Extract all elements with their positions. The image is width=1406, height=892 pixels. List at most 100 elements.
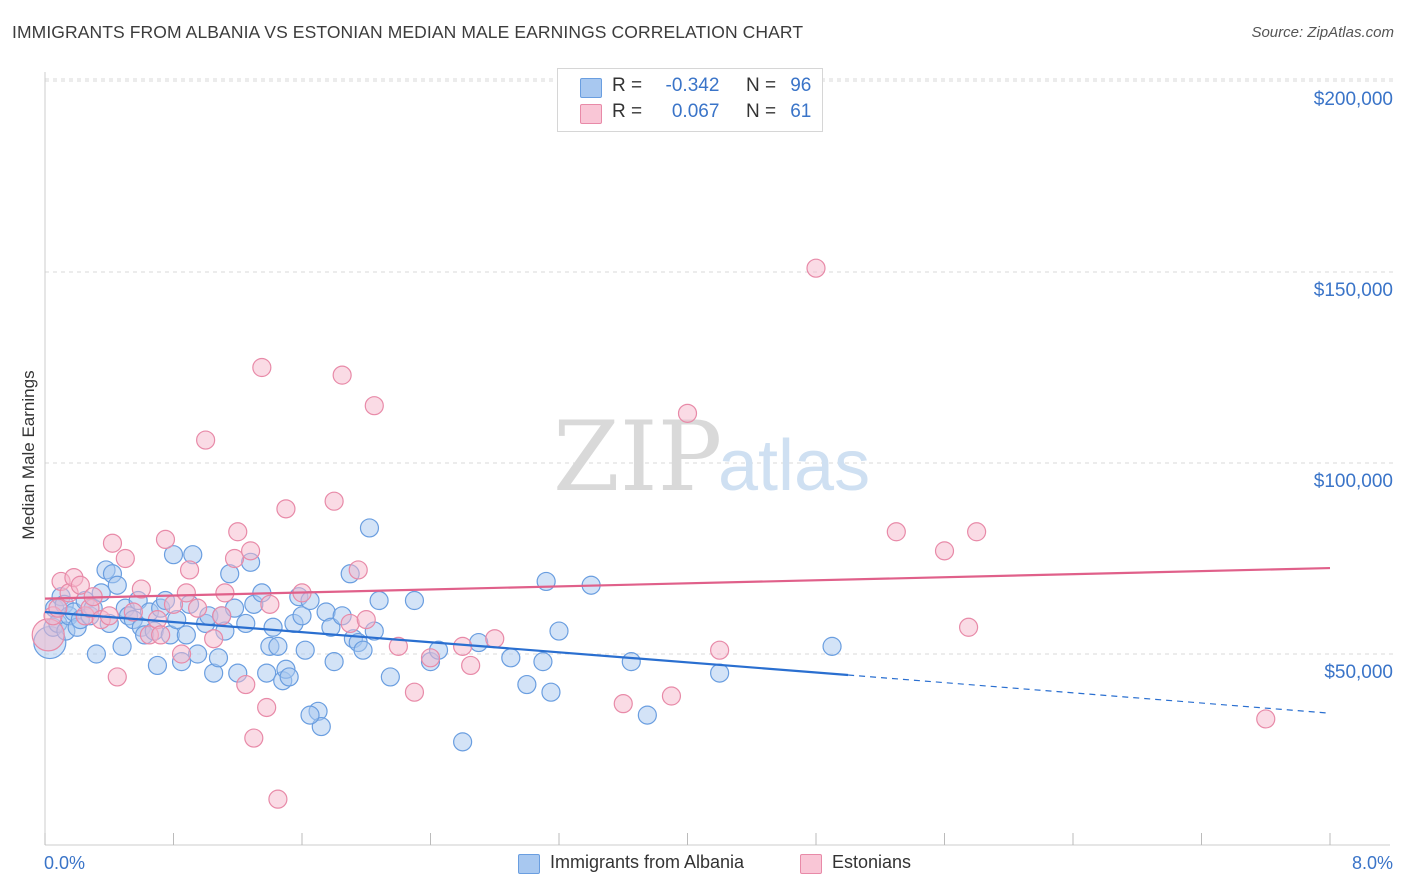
legend-label-estonians: Estonians: [832, 852, 912, 872]
legend-n-label: N =: [745, 75, 777, 96]
data-point: [613, 694, 633, 714]
data-point: [958, 617, 979, 637]
data-point: [228, 522, 248, 542]
data-point: [710, 640, 730, 660]
trend-lines: [44, 566, 1331, 714]
watermark: ZIP atlas: [553, 401, 870, 513]
legend-swatch-pink: [800, 854, 822, 874]
data-point: [236, 613, 256, 634]
data-point: [533, 652, 553, 672]
data-point: [967, 522, 987, 542]
data-point: [359, 518, 380, 538]
data-point: [257, 663, 277, 683]
watermark-zip: ZIP: [553, 401, 722, 513]
legend-swatch-blue: [580, 78, 602, 98]
data-point: [176, 625, 196, 645]
legend-swatch-blue: [518, 854, 540, 874]
data-point: [356, 610, 376, 630]
data-point: [886, 522, 906, 542]
data-point: [469, 632, 489, 653]
trend-line-estonians: [44, 566, 1331, 600]
data-point: [263, 617, 283, 637]
data-point: [348, 560, 368, 580]
y-tick-label-100000: $100,000: [1314, 471, 1393, 492]
legend-label-albania: Immigrants from Albania: [550, 852, 745, 872]
data-point: [236, 674, 256, 695]
trend-line-albania-extrapolated: [848, 674, 1331, 714]
data-point: [208, 648, 229, 668]
data-point: [311, 716, 331, 737]
data-point: [806, 258, 826, 278]
data-point: [332, 365, 352, 385]
source-attribution: Source: ZipAtlas.com: [1251, 24, 1394, 41]
legend-n-value: 61: [790, 101, 812, 122]
data-point: [380, 667, 400, 687]
data-point: [300, 705, 320, 725]
legend-r-value: 0.067: [671, 101, 720, 122]
chart-title: IMMIGRANTS FROM ALBANIA VS ESTONIAN MEDI…: [12, 22, 804, 42]
y-tick-label-150000: $150,000: [1314, 280, 1393, 301]
series-estonians-points: [31, 258, 1276, 809]
data-point: [163, 545, 184, 565]
data-point: [102, 533, 123, 553]
data-point: [276, 499, 296, 519]
x-tick-label-min: 0.0%: [44, 853, 85, 873]
data-point: [461, 655, 481, 676]
data-point: [257, 697, 277, 718]
data-point: [324, 652, 344, 672]
data-point: [541, 682, 561, 702]
data-point: [501, 648, 521, 668]
axes: [44, 72, 1390, 846]
data-point: [364, 396, 384, 416]
data-point: [224, 548, 245, 569]
y-tick-labels: $50,000 $100,000 $150,000 $200,000: [1314, 89, 1393, 683]
data-point: [637, 705, 657, 725]
legend-swatch-pink: [580, 104, 602, 124]
legend-r-label: R =: [612, 75, 643, 96]
data-point: [388, 636, 408, 656]
data-point: [187, 598, 208, 618]
data-point: [196, 430, 216, 450]
data-point: [710, 663, 730, 683]
data-point: [292, 606, 312, 626]
data-point: [934, 541, 955, 561]
data-point: [822, 636, 842, 656]
legend-n-label: N =: [745, 101, 777, 122]
data-point: [241, 541, 261, 561]
data-point: [404, 590, 425, 611]
data-point: [179, 560, 200, 580]
data-point: [453, 636, 473, 656]
data-point: [420, 648, 441, 668]
data-point: [123, 602, 143, 622]
data-point: [268, 789, 288, 809]
legend-r-value: -0.342: [665, 75, 720, 96]
data-point: [1256, 709, 1276, 729]
data-point: [321, 617, 341, 637]
data-point: [404, 682, 425, 702]
data-point: [107, 667, 127, 687]
data-point: [112, 636, 132, 656]
data-point: [549, 621, 569, 641]
data-point: [171, 644, 192, 664]
data-point: [340, 613, 360, 634]
data-point: [295, 640, 315, 660]
data-point: [621, 652, 641, 672]
data-point: [677, 403, 698, 423]
legend-n-value: 96: [790, 75, 812, 96]
data-point: [369, 590, 389, 611]
data-point: [115, 548, 135, 569]
data-point: [212, 606, 232, 626]
data-point: [279, 667, 299, 687]
data-point: [453, 732, 473, 752]
x-ticks: [44, 833, 1331, 845]
data-point: [268, 636, 288, 656]
y-axis-label: Median Male Earnings: [19, 370, 38, 539]
y-tick-label-50000: $50,000: [1324, 662, 1393, 683]
trend-line-albania: [44, 610, 849, 677]
data-point: [107, 575, 127, 595]
correlation-legend: R = -0.342 N = 96 R = 0.067 N = 61: [557, 68, 823, 132]
y-tick-label-200000: $200,000: [1314, 89, 1393, 110]
watermark-atlas: atlas: [718, 426, 870, 506]
data-point: [661, 686, 682, 706]
